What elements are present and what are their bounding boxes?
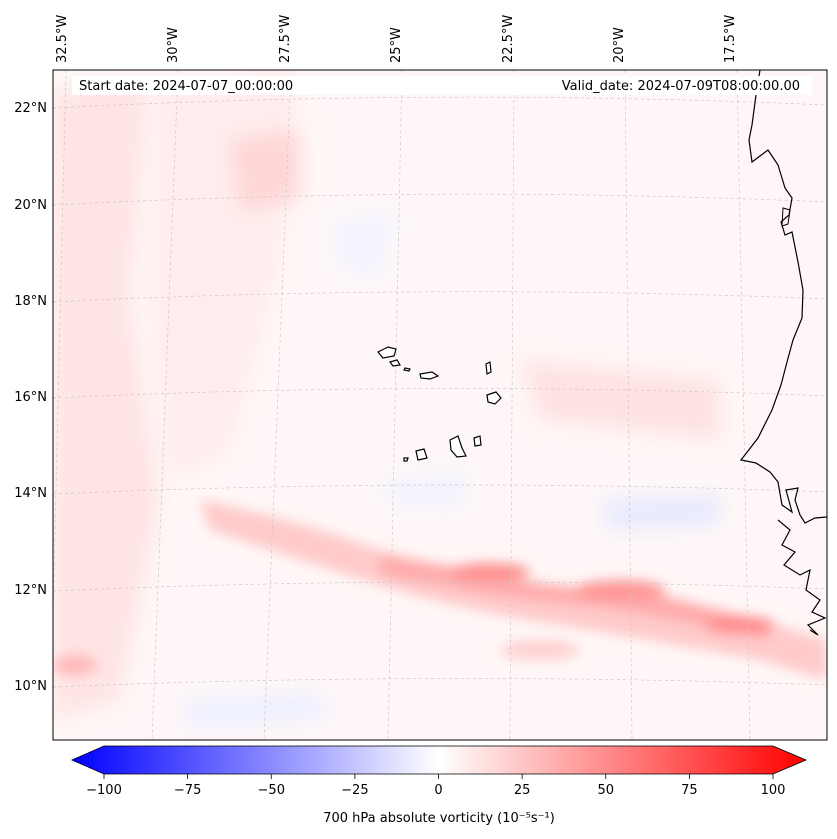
lon-label: 32.5°W — [55, 15, 70, 63]
lat-label: 18°N — [14, 294, 47, 309]
lon-label: 30°W — [166, 27, 181, 63]
colorbar-tick-label: 100 — [761, 783, 786, 798]
lon-label: 17.5°W — [723, 15, 738, 63]
island-fogo — [415, 448, 428, 461]
positive-patch-east — [520, 360, 720, 440]
island-sal — [485, 361, 492, 375]
vorticity-band — [53, 500, 827, 680]
negative-patch-central — [330, 210, 400, 280]
lat-label: 10°N — [14, 679, 47, 694]
vorticity-field — [53, 70, 720, 730]
island-boa-vista — [486, 391, 502, 405]
island-santiago — [449, 435, 467, 458]
header-backdrop — [72, 76, 812, 95]
cape-verde-islands — [377, 346, 502, 462]
lon-label: 20°W — [612, 27, 627, 63]
african-coastline — [739, 70, 827, 524]
lat-label: 14°N — [14, 486, 47, 501]
lon-label: 27.5°W — [278, 15, 293, 63]
colorbar-tick-label: −50 — [258, 783, 285, 798]
colorbar-tick-label: −25 — [341, 783, 368, 798]
colorbar-tick-label: 0 — [434, 783, 442, 798]
longitude-labels: 32.5°W 30°W 27.5°W 25°W 22.5°W 20°W 17.5… — [55, 15, 738, 63]
lat-label: 22°N — [14, 101, 47, 116]
negative-patch-center-south — [380, 470, 470, 510]
coastline-bay — [781, 207, 791, 227]
valid-date-label: Valid_date: 2024-07-09T08:00:00.00 — [562, 79, 800, 94]
coastline-guinea-bissau — [777, 519, 827, 636]
island-sao-nicolau — [419, 371, 440, 380]
lat-label: 16°N — [14, 390, 47, 405]
latitude-labels: 22°N 20°N 18°N 16°N 14°N 12°N 10°N — [14, 101, 47, 694]
west-positive-band — [53, 80, 160, 720]
island-santa-luzia — [403, 367, 411, 372]
colorbar: −100 −75 −50 −25 0 25 50 75 100 700 hPa absolute… — [71, 745, 808, 826]
negative-patch-southeast — [600, 495, 720, 530]
island-santo-antao — [377, 346, 397, 359]
lat-label: 12°N — [14, 583, 47, 598]
colorbar-tick-label: 75 — [681, 783, 698, 798]
colorbar-label: 700 hPa absolute vorticity (10⁻⁵s⁻¹) — [323, 811, 555, 826]
start-date-label: Start date: 2024-07-07_00:00:00 — [79, 79, 293, 94]
graticule — [53, 70, 827, 740]
negative-patch-south — [180, 690, 330, 730]
map-frame — [52, 69, 828, 741]
colorbar-gradient — [71, 745, 808, 775]
positive-blob-north — [230, 130, 300, 210]
island-brava — [403, 457, 409, 462]
colorbar-tick-label: −100 — [86, 783, 122, 798]
colorbar-tick-label: 25 — [514, 783, 531, 798]
lat-label: 20°N — [14, 198, 47, 213]
lon-label: 25°W — [389, 27, 404, 63]
colorbar-tick-label: −75 — [174, 783, 201, 798]
lon-label: 22.5°W — [501, 15, 516, 63]
map-panel: Start date: 2024-07-07_00:00:00 Valid_da… — [53, 70, 827, 740]
colorbar-ticks: −100 −75 −50 −25 0 25 50 75 100 — [86, 774, 785, 798]
colorbar-tick-label: 50 — [597, 783, 614, 798]
island-sao-vicente — [388, 359, 401, 367]
island-maio — [473, 435, 482, 447]
